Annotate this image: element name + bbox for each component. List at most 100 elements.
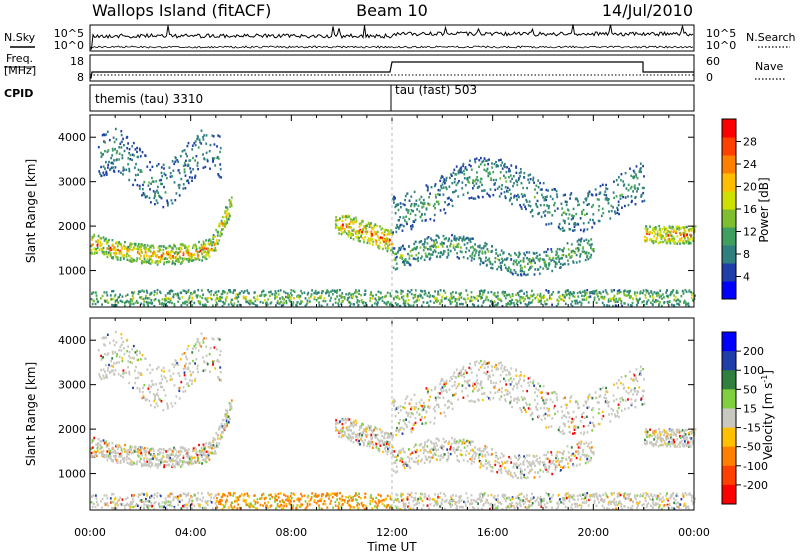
velocity-cell bbox=[149, 453, 152, 456]
power-cell bbox=[480, 258, 482, 261]
power-cell bbox=[545, 250, 548, 254]
power-cell bbox=[95, 291, 97, 294]
power-cell bbox=[503, 164, 505, 167]
velocity-cell bbox=[104, 352, 106, 356]
power-cell bbox=[402, 260, 405, 263]
power-cell bbox=[685, 303, 687, 307]
power-cell bbox=[163, 185, 165, 189]
power-cell bbox=[391, 243, 394, 246]
power-cell bbox=[562, 295, 565, 298]
velocity-cell bbox=[441, 456, 444, 459]
power-cell bbox=[562, 229, 564, 232]
power-cell bbox=[576, 302, 579, 305]
velocity-cell bbox=[477, 448, 479, 451]
power-cell bbox=[575, 247, 577, 250]
power-cell bbox=[519, 204, 521, 207]
power-cell bbox=[385, 303, 388, 306]
power-cell bbox=[577, 243, 580, 246]
power-cell bbox=[675, 291, 678, 294]
power-cell bbox=[119, 293, 121, 296]
velocity-cell bbox=[474, 446, 476, 449]
power-cell bbox=[395, 226, 398, 230]
power-cell bbox=[336, 291, 338, 294]
power-cell bbox=[508, 252, 510, 256]
velocity-cell bbox=[185, 449, 188, 452]
velocity-cell bbox=[140, 373, 143, 376]
velocity-cell bbox=[138, 455, 141, 458]
power-cell bbox=[478, 294, 481, 298]
velocity-cell bbox=[189, 362, 192, 365]
power-cell bbox=[129, 298, 132, 301]
velocity-cell bbox=[115, 354, 118, 358]
power-cell bbox=[461, 239, 464, 242]
power-cell bbox=[163, 297, 166, 301]
power-cell bbox=[217, 231, 220, 234]
power-cell bbox=[458, 238, 460, 241]
power-cell bbox=[424, 292, 427, 295]
power-cell bbox=[109, 246, 112, 250]
velocity-cell bbox=[147, 387, 150, 390]
power-cell bbox=[572, 207, 575, 211]
power-cell bbox=[413, 242, 416, 246]
power-cell bbox=[599, 184, 602, 188]
power-cell bbox=[173, 162, 176, 166]
power-cell bbox=[355, 289, 357, 292]
power-cell bbox=[146, 260, 148, 263]
velocity-cell bbox=[532, 460, 534, 463]
power-cell bbox=[140, 254, 142, 258]
velocity-cell bbox=[336, 422, 339, 425]
power-cell bbox=[352, 293, 355, 296]
power-cell bbox=[209, 167, 211, 170]
velocity-cell bbox=[154, 395, 156, 398]
power-cell bbox=[222, 228, 224, 231]
velocity-cell bbox=[103, 376, 106, 380]
power-cell bbox=[156, 164, 158, 168]
power-cell bbox=[422, 198, 425, 202]
power-cell bbox=[630, 185, 633, 189]
power-cell bbox=[576, 240, 579, 243]
power-cell bbox=[481, 195, 484, 199]
velocity-cell bbox=[157, 453, 159, 456]
velocity-cell bbox=[171, 464, 174, 468]
velocity-cell bbox=[447, 454, 450, 458]
power-cell bbox=[478, 159, 481, 162]
power-cell bbox=[423, 258, 426, 262]
power-cell bbox=[613, 294, 616, 297]
power-cell bbox=[594, 290, 597, 293]
power-cell bbox=[395, 303, 398, 307]
power-cell bbox=[224, 225, 227, 228]
power-cell bbox=[126, 249, 129, 253]
velocity-cell bbox=[190, 455, 193, 459]
power-cell bbox=[517, 255, 520, 259]
power-cell bbox=[180, 304, 183, 307]
power-cell bbox=[627, 189, 630, 192]
power-cell bbox=[673, 294, 675, 297]
power-cell bbox=[369, 224, 372, 227]
power-cell bbox=[483, 245, 486, 248]
power-cell bbox=[428, 304, 430, 307]
velocity-cell bbox=[175, 460, 178, 463]
power-cell bbox=[619, 197, 622, 200]
velocity-cell bbox=[137, 455, 140, 458]
power-cell bbox=[504, 162, 506, 166]
velocity-cell bbox=[358, 425, 361, 428]
power-cell bbox=[381, 296, 384, 299]
velocity-cell bbox=[187, 448, 190, 451]
velocity-cell bbox=[361, 431, 364, 435]
velocity-cell bbox=[200, 449, 203, 452]
power-cell bbox=[91, 252, 93, 255]
power-cell bbox=[136, 247, 138, 250]
velocity-cell bbox=[456, 455, 458, 458]
power-cell bbox=[539, 204, 542, 207]
power-cell bbox=[465, 289, 468, 292]
power-cell bbox=[567, 209, 570, 212]
power-cell bbox=[206, 250, 209, 253]
velocity-cell bbox=[129, 445, 132, 448]
velocity-cell bbox=[503, 461, 506, 464]
velocity-cell bbox=[139, 352, 141, 355]
velocity-cell bbox=[519, 467, 522, 470]
power-cell bbox=[690, 228, 693, 231]
velocity-cell bbox=[144, 399, 147, 402]
velocity-cell bbox=[485, 446, 488, 449]
velocity-cell bbox=[167, 455, 170, 459]
